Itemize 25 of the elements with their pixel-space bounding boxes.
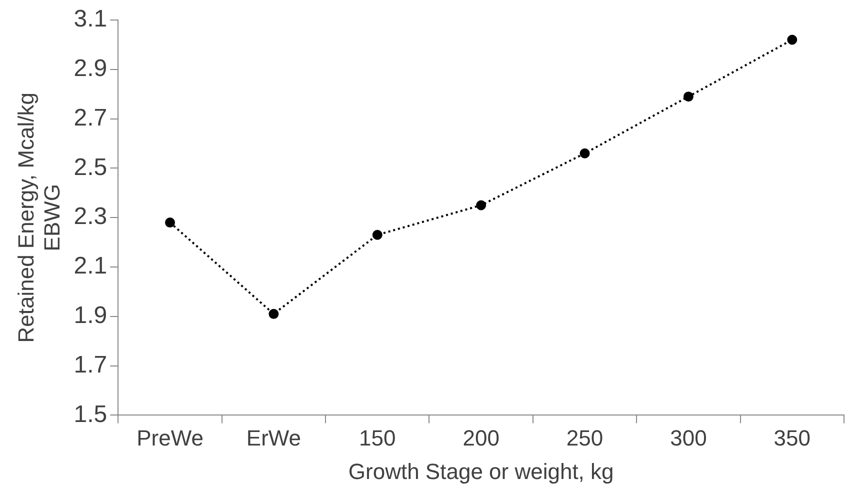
point — [165, 218, 176, 228]
x-tick-label: PreWe — [136, 425, 204, 450]
x-tick-label: ErWe — [246, 425, 302, 450]
x-axis-title: Growth Stage or weight, kg — [348, 458, 614, 484]
x-tick-label: 250 — [566, 425, 604, 450]
y-axis-title: Retained Energy, Mcal/kg EBWG — [13, 92, 65, 343]
y-tick-label: 2.3 — [74, 203, 108, 230]
point — [476, 200, 486, 210]
point — [268, 308, 279, 319]
y-tick-label: 3.1 — [74, 6, 108, 33]
y-tick-label: 2.9 — [74, 55, 108, 82]
y-tick-label: 1.9 — [74, 302, 108, 330]
x-tick-label: 200 — [462, 425, 500, 450]
y-tick-label: 2.1 — [74, 252, 108, 280]
point — [683, 92, 694, 102]
y-tick-label: 1.7 — [74, 351, 108, 378]
x-tick-label: 150 — [359, 425, 396, 450]
point — [372, 230, 382, 240]
point — [580, 148, 590, 158]
x-tick-label: 350 — [774, 425, 811, 450]
y-tick-label: 1.5 — [74, 400, 108, 428]
y-tick-label: 2.7 — [74, 104, 108, 132]
point — [787, 34, 798, 45]
y-tick-label: 2.5 — [74, 154, 108, 181]
x-tick-label: 300 — [670, 425, 707, 450]
